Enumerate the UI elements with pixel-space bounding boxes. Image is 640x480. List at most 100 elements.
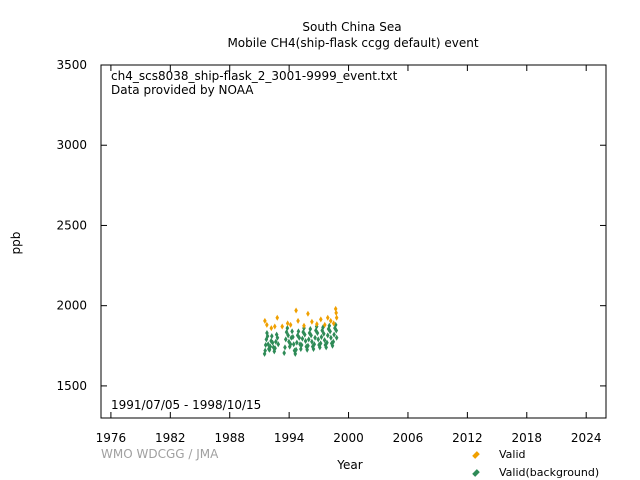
background-point <box>329 334 333 341</box>
background-point <box>262 350 267 357</box>
background-point <box>312 341 317 348</box>
valid-point <box>272 323 277 330</box>
y-axis-ticks: 1500 2000 2500 3000 3500 <box>56 58 606 393</box>
valid-point <box>306 310 310 317</box>
y-tick-label: 2500 <box>56 218 87 232</box>
valid-point <box>302 322 306 329</box>
background-point <box>283 336 288 343</box>
valid-point <box>288 321 293 328</box>
x-axis-ticks: 1976 1982 1988 1994 2000 2006 2012 2018 2024 <box>96 65 602 445</box>
x-tick-label: 2006 <box>393 431 424 445</box>
x-tick-label: 2024 <box>571 431 602 445</box>
y-tick-label: 1500 <box>56 379 87 393</box>
x-tick-label: 2012 <box>452 431 483 445</box>
background-point <box>275 334 280 341</box>
background-point <box>283 344 287 351</box>
background-point <box>290 328 294 335</box>
background-point <box>316 336 321 343</box>
background-point <box>322 337 327 344</box>
background-point <box>309 332 313 339</box>
background-point <box>289 334 294 341</box>
file-info-label: ch4_scs8038_ship-flask_2_3001-9999_event… <box>111 69 398 83</box>
valid-point <box>285 320 290 327</box>
background-point <box>301 329 305 336</box>
legend-marker-background <box>472 469 480 477</box>
valid-point <box>334 309 338 316</box>
series-background-points <box>262 321 339 357</box>
background-point <box>270 339 275 346</box>
plot-frame <box>100 64 607 419</box>
y-tick-label: 3000 <box>56 138 87 152</box>
background-point <box>305 346 309 353</box>
background-point <box>286 332 290 339</box>
valid-point <box>322 321 327 328</box>
x-tick-label: 1988 <box>214 431 245 445</box>
background-point <box>265 333 270 340</box>
y-tick-label: 2000 <box>56 299 87 313</box>
background-point <box>313 334 317 341</box>
background-point <box>334 327 339 334</box>
x-tick-label: 2000 <box>333 431 364 445</box>
legend-label-valid: Valid <box>499 448 526 461</box>
x-tick-label: 2018 <box>512 431 543 445</box>
valid-point <box>319 316 323 323</box>
legend-item-background: Valid(background) <box>472 466 600 479</box>
background-point <box>265 329 269 336</box>
valid-point <box>325 314 330 321</box>
valid-point <box>331 320 336 327</box>
background-point <box>311 346 316 353</box>
chart-title-line2: Mobile CH4(ship-flask ccgg default) even… <box>227 36 479 50</box>
chart-title-line1: South China Sea <box>302 20 402 34</box>
valid-point <box>296 317 300 324</box>
background-point <box>321 324 325 331</box>
valid-point <box>334 314 339 321</box>
background-point <box>327 322 332 329</box>
background-point <box>274 338 278 345</box>
background-point <box>328 328 332 335</box>
valid-point <box>275 314 280 321</box>
background-point <box>303 337 308 344</box>
date-range-label: 1991/07/05 - 1998/10/15 <box>111 398 262 412</box>
x-tick-label: 1976 <box>96 431 127 445</box>
y-axis-label: ppb <box>9 231 23 255</box>
background-point <box>332 331 336 338</box>
background-point <box>266 341 270 348</box>
legend-label-background: Valid(background) <box>499 466 600 479</box>
background-point <box>299 346 303 353</box>
background-point <box>268 343 273 350</box>
background-point <box>291 333 295 340</box>
background-point <box>291 341 296 348</box>
background-point <box>325 332 330 339</box>
background-point <box>306 336 311 343</box>
x-tick-label: 1982 <box>155 431 186 445</box>
background-point <box>270 333 274 340</box>
y-tick-label: 3500 <box>56 58 87 72</box>
valid-point <box>310 318 314 325</box>
background-point <box>334 334 339 341</box>
valid-point <box>269 325 274 332</box>
background-point <box>310 338 314 345</box>
background-point <box>310 343 315 350</box>
background-point <box>287 338 291 345</box>
series-valid-points <box>263 305 339 332</box>
background-point <box>299 341 304 348</box>
background-point <box>293 350 298 357</box>
background-point <box>319 333 324 340</box>
valid-point <box>280 323 285 330</box>
background-point <box>276 341 281 348</box>
background-point <box>331 338 336 345</box>
background-point <box>333 321 338 328</box>
background-point <box>263 341 268 348</box>
background-point <box>308 325 313 332</box>
x-tick-label: 1994 <box>274 431 305 445</box>
valid-point <box>333 305 338 312</box>
background-point <box>272 348 277 355</box>
background-point <box>282 350 286 357</box>
valid-point <box>265 321 269 328</box>
background-point <box>288 341 293 348</box>
valid-point <box>328 317 333 324</box>
background-point <box>333 325 337 332</box>
background-point <box>325 339 329 346</box>
